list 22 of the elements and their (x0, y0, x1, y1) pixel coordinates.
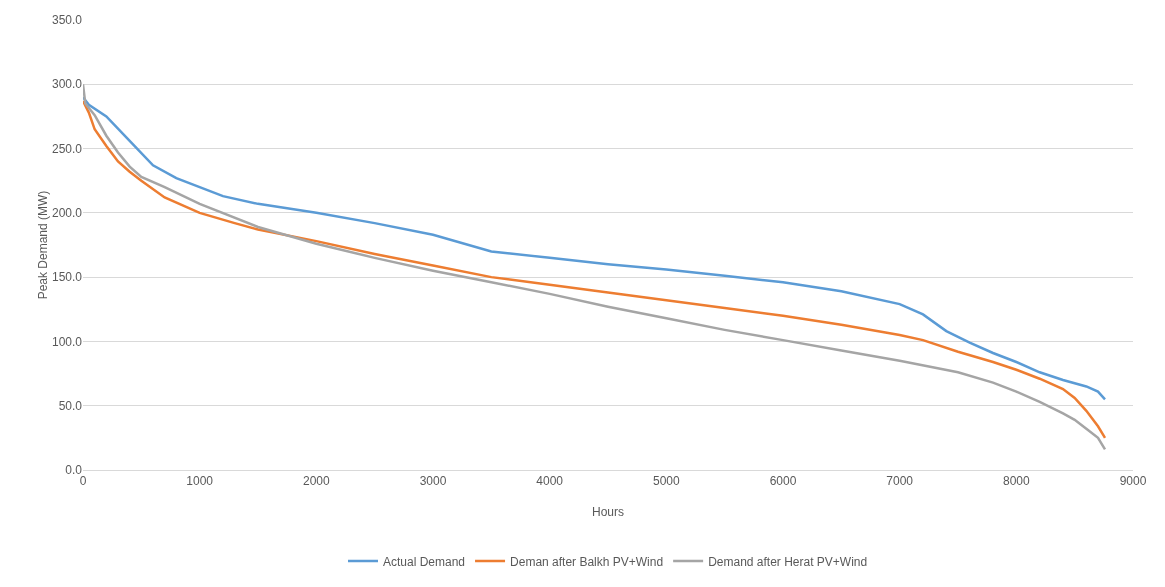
x-tick-label: 5000 (652, 474, 680, 489)
y-tick-label: 200.0 (51, 206, 83, 221)
x-tick-label: 3000 (419, 474, 447, 489)
x-tick-label: 0 (79, 474, 87, 489)
x-tick-label: 6000 (769, 474, 797, 489)
legend-label: Demand after Herat PV+Wind (708, 554, 868, 569)
y-tick-label: 100.0 (51, 334, 83, 349)
x-tick-label: 4000 (536, 474, 564, 489)
legend-label: Deman after Balkh PV+Wind (510, 554, 664, 569)
x-tick-label: 8000 (1002, 474, 1030, 489)
x-tick-label: 1000 (186, 474, 214, 489)
x-tick-label: 7000 (886, 474, 914, 489)
y-tick-label: 350.0 (51, 13, 83, 28)
y-axis-title: Peak Demand (MW) (35, 190, 50, 300)
x-tick-label: 9000 (1119, 474, 1147, 489)
x-tick-label: 2000 (302, 474, 330, 489)
y-tick-label: 150.0 (51, 270, 83, 285)
y-tick-label: 50.0 (58, 398, 83, 413)
y-tick-label: 300.0 (51, 77, 83, 92)
y-tick-label: 250.0 (51, 141, 83, 156)
legend-label: Actual Demand (383, 554, 466, 569)
x-axis-title: Hours (591, 505, 625, 519)
